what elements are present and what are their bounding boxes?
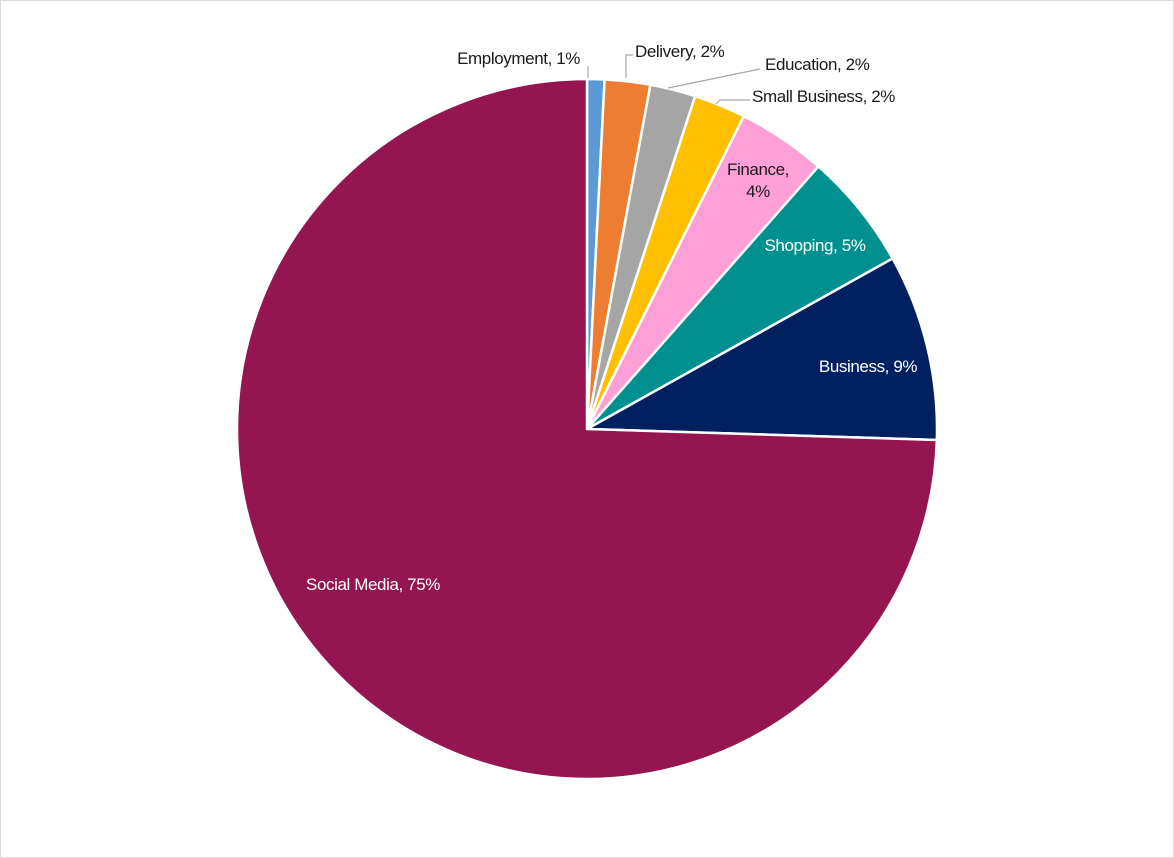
- pie-slice-social-media: [235, 77, 939, 781]
- leader-line-delivery: [625, 54, 633, 78]
- leader-lines: [587, 54, 761, 105]
- data-label-social-media: Social Media, 75%: [306, 575, 440, 594]
- data-label-shopping: Shopping, 5%: [764, 236, 865, 255]
- data-label-delivery: Delivery, 2%: [635, 42, 725, 61]
- leader-line-education: [667, 68, 761, 89]
- data-label-finance: Finance, 4%: [727, 160, 789, 201]
- data-label-small-business: Small Business, 2%: [752, 87, 895, 106]
- data-labels: Employment, 1% Delivery, 2% Education, 2% S…: [306, 42, 918, 594]
- data-label-employment: Employment, 1%: [457, 49, 580, 68]
- pie-slices: [235, 77, 939, 781]
- data-label-education: Education, 2%: [765, 55, 870, 74]
- pie-slice-business: [585, 257, 939, 442]
- data-label-business: Business, 9%: [819, 357, 917, 376]
- leader-line-small-business: [715, 99, 750, 105]
